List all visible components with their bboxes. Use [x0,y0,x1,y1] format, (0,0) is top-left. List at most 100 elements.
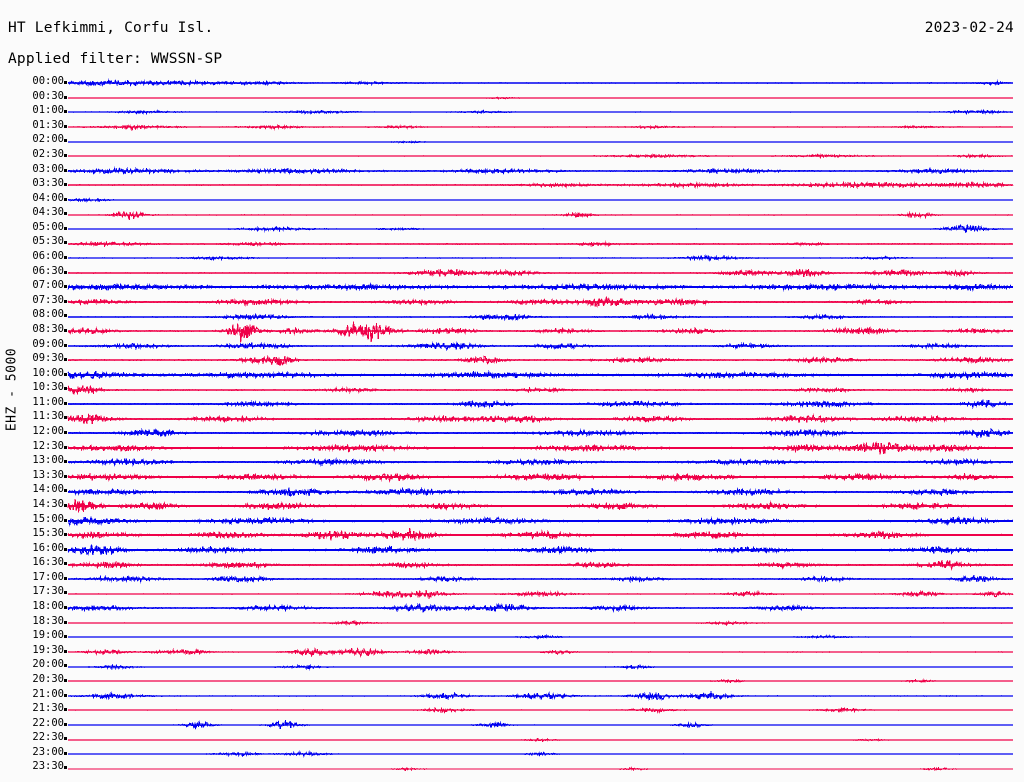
axis-tick [64,766,67,770]
trace-line [67,557,1014,571]
trace-row: 05:30 [0,236,1024,250]
time-label: 11:00 [32,395,64,408]
time-label: 13:00 [32,454,64,467]
time-label: 15:30 [32,527,64,540]
axis-tick [64,197,67,201]
time-label: 07:00 [32,279,64,292]
trace-row: 00:30 [0,89,1024,105]
axis-tick [64,110,67,114]
trace-row: 00:00 [0,76,1024,90]
time-label: 05:00 [32,220,64,233]
trace-line [67,236,1014,250]
trace-row: 02:30 [0,147,1024,163]
date-label: 2023-02-24 [924,20,1014,36]
time-label: 05:30 [32,235,64,248]
trace-line [67,470,1014,484]
axis-tick [64,445,67,449]
trace-line [67,76,1014,90]
axis-tick [64,474,67,478]
trace-line [67,295,1014,309]
trace-row: 13:00 [0,455,1024,469]
trace-line [67,689,1014,703]
trace-line [67,732,1014,746]
time-label: 15:00 [32,512,64,525]
time-label: 22:30 [32,731,64,744]
time-label: 09:30 [32,352,64,365]
trace-row: 12:00 [0,426,1024,440]
time-label: 08:30 [32,322,64,335]
trace-line [67,207,1014,221]
trace-row: 20:00 [0,659,1024,673]
trace-line [67,703,1014,717]
trace-line [67,105,1014,119]
time-label: 00:30 [32,89,64,102]
axis-tick [64,124,67,128]
axis-tick [64,708,67,712]
time-label: 23:00 [32,745,64,758]
trace-row: 06:00 [0,251,1024,265]
trace-line [67,426,1014,440]
trace-row: 07:00 [0,280,1024,294]
axis-tick [64,620,67,624]
trace-row: 16:00 [0,542,1024,557]
time-label: 22:00 [32,716,64,729]
axis-tick [64,678,67,682]
axis-tick [64,547,67,551]
trace-row: 21:00 [0,687,1024,703]
trace-line [67,321,1014,343]
axis-tick [64,722,67,726]
time-label: 04:00 [32,191,64,204]
trace-row: 13:30 [0,469,1024,484]
time-label: 23:30 [32,760,64,773]
trace-line [67,645,1014,659]
trace-line [67,674,1014,688]
time-label: 18:30 [32,614,64,627]
trace-row: 22:00 [0,716,1024,732]
trace-line [67,484,1014,498]
trace-row: 16:30 [0,557,1024,571]
trace-line [67,120,1014,134]
axis-tick [64,503,67,507]
time-label: 03:00 [32,162,64,175]
axis-tick [64,664,67,668]
axis-tick [64,387,67,391]
time-label: 11:30 [32,410,64,423]
trace-row: 23:00 [0,745,1024,761]
trace-row: 17:00 [0,571,1024,586]
trace-row: 14:30 [0,498,1024,513]
trace-row: 09:00 [0,338,1024,353]
time-label: 02:30 [32,147,64,160]
trace-row: 04:30 [0,207,1024,221]
trace-line [67,616,1014,630]
axis-tick [64,693,67,697]
axis-tick [64,431,67,434]
axis-tick [64,212,67,216]
trace-line [67,659,1014,673]
trace-row: 18:00 [0,601,1024,615]
time-label: 04:30 [32,206,64,219]
trace-row: 10:30 [0,382,1024,396]
time-label: 19:30 [32,643,64,656]
axis-tick [64,226,67,230]
axis-tick [64,591,67,595]
trace-row: 06:30 [0,265,1024,280]
trace-line [67,91,1014,105]
trace-line [67,397,1014,411]
axis-tick [64,270,67,274]
axis-tick [64,737,67,741]
trace-line [67,528,1014,542]
trace-row: 11:30 [0,411,1024,425]
axis-tick [64,372,67,376]
trace-row: 03:00 [0,162,1024,178]
time-label: 00:00 [32,75,64,87]
trace-row: 20:30 [0,673,1024,688]
trace-row: 19:30 [0,643,1024,659]
time-label: 21:00 [32,687,64,700]
trace-row: 05:00 [0,220,1024,236]
axis-tick [64,358,67,362]
trace-row: 22:30 [0,732,1024,746]
time-label: 03:30 [32,177,64,190]
trace-line [67,601,1014,615]
trace-row: 02:00 [0,134,1024,148]
